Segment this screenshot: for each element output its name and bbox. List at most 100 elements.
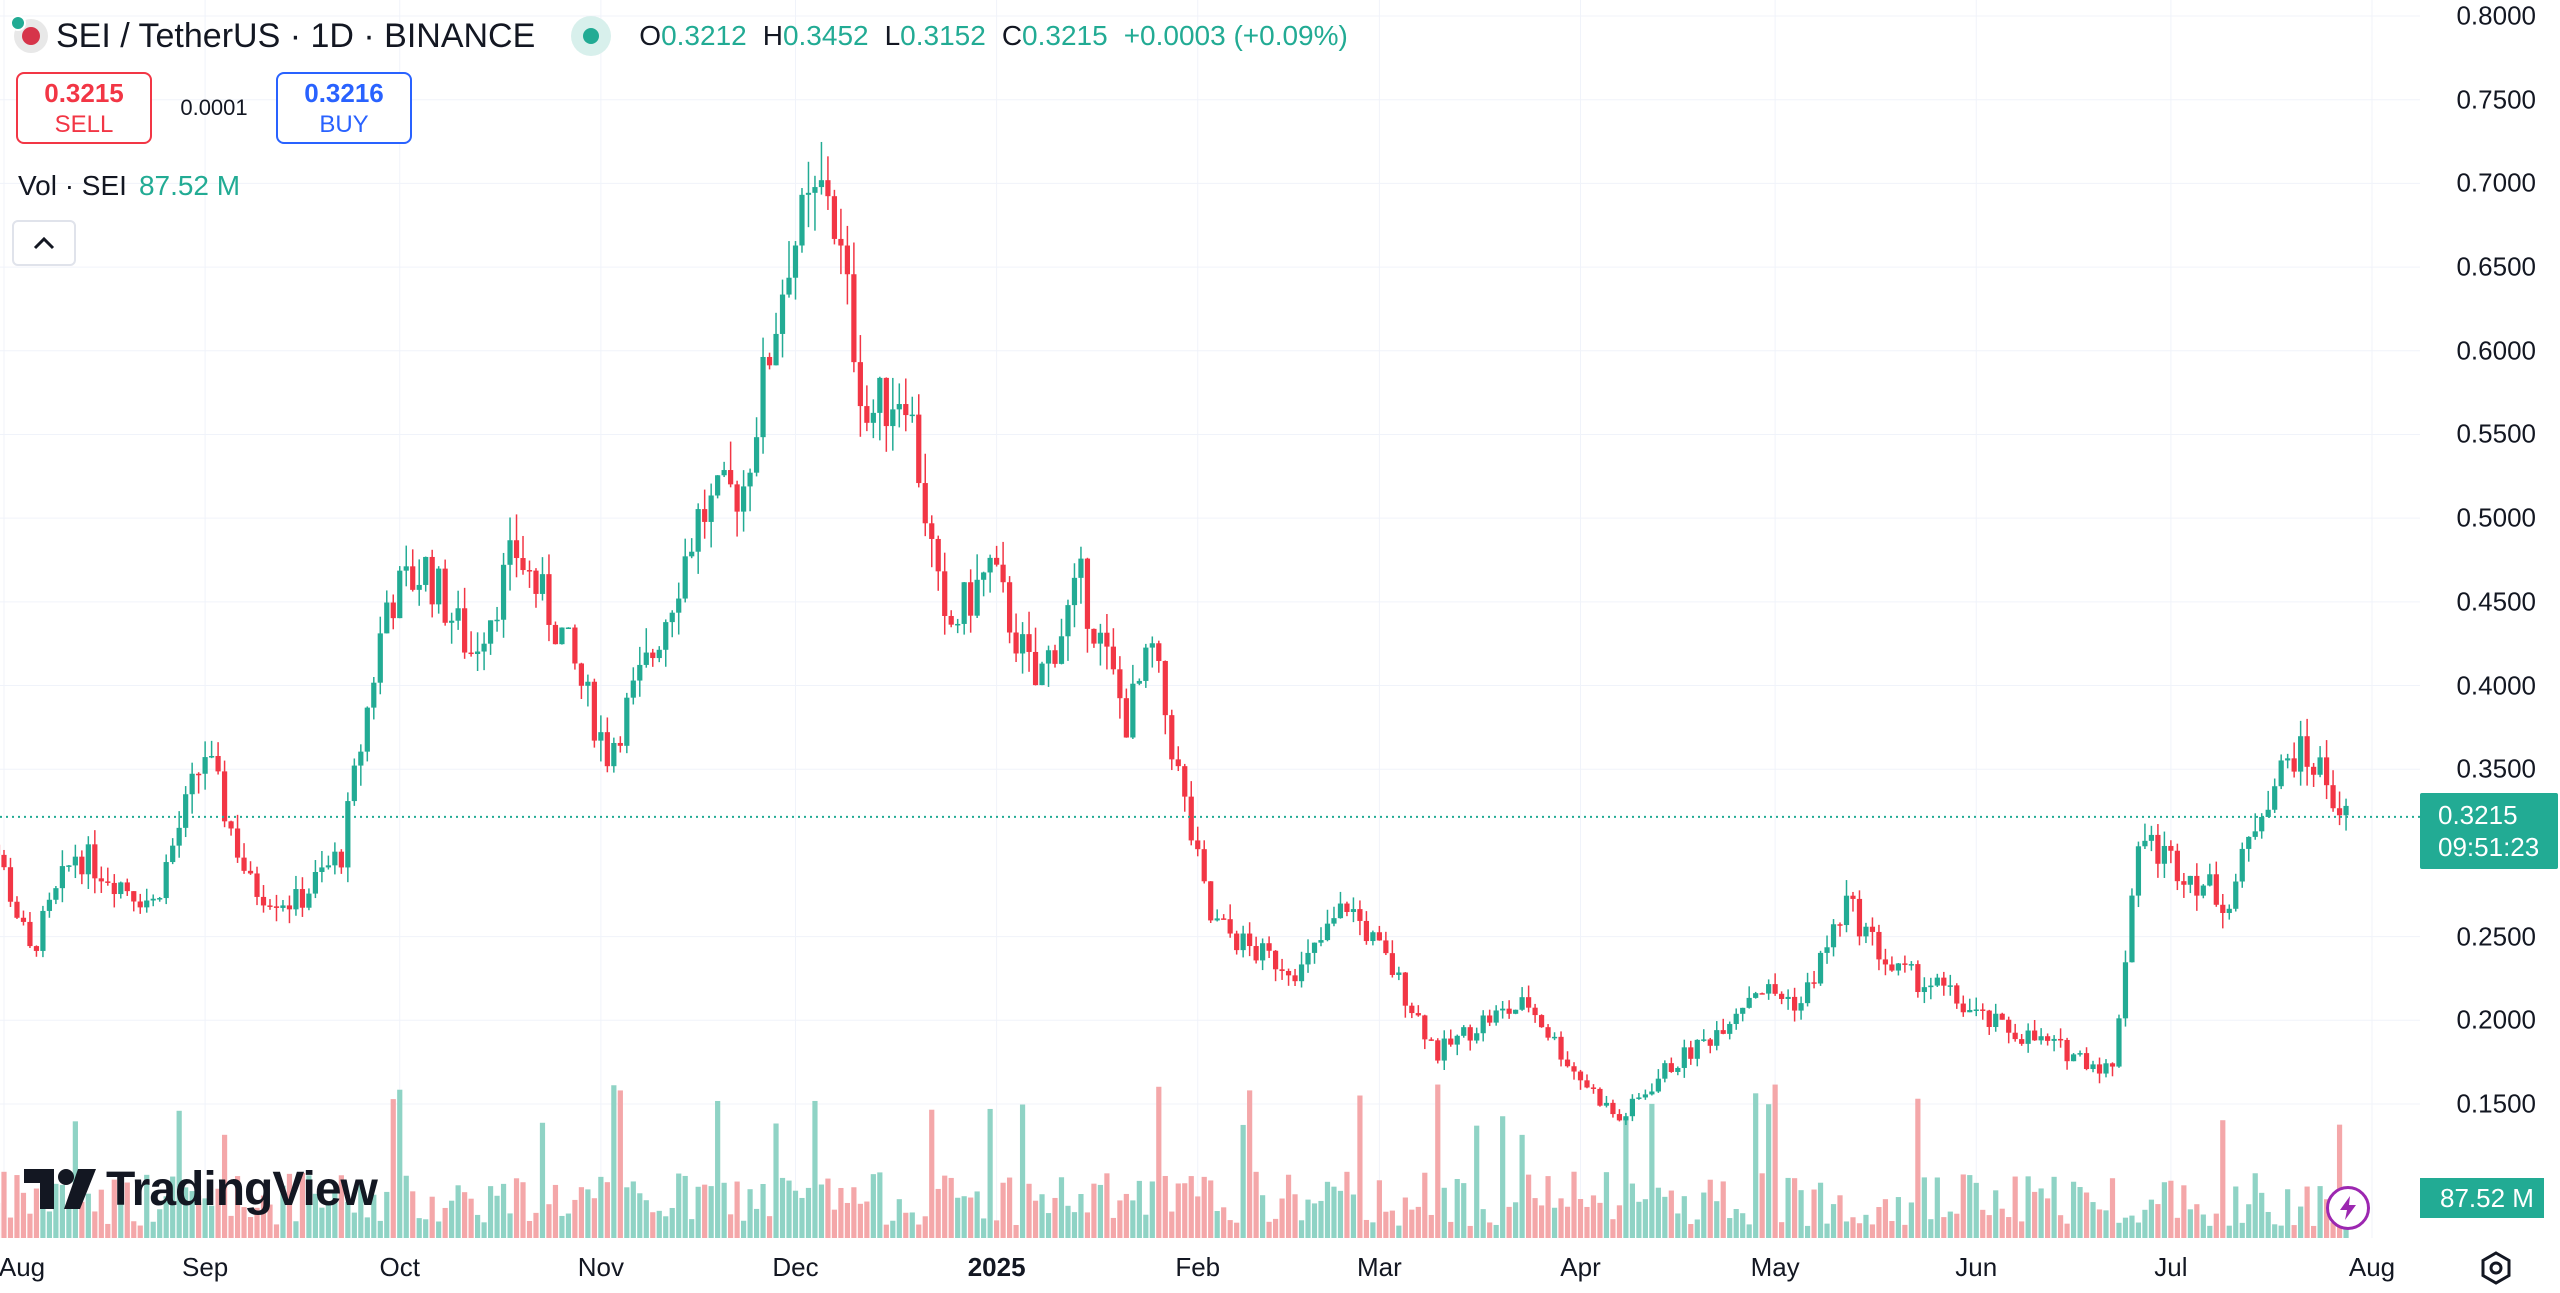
candle-body (1856, 898, 1863, 937)
buy-button[interactable]: 0.3216 BUY (276, 72, 412, 144)
volume-bar (721, 1182, 727, 1238)
candle-body (1551, 1036, 1558, 1039)
volume-bar (2278, 1225, 2284, 1238)
volume-bar (2135, 1222, 2142, 1238)
candle-body (384, 602, 390, 634)
volume-bar (293, 1221, 299, 1238)
volume-bar (46, 1211, 53, 1238)
volume-tag: 87.52 M (2420, 1178, 2544, 1218)
volume-bar (1779, 1222, 1785, 1238)
volume-bar (1240, 1124, 1246, 1238)
candle-body (157, 898, 163, 900)
candle-body (1636, 1097, 1642, 1099)
candle-body (539, 574, 546, 594)
volume-bar (1396, 1225, 1402, 1238)
time-tick-label: Apr (1560, 1252, 1601, 1282)
volume-bar (656, 1210, 662, 1238)
volume-bar (2096, 1209, 2103, 1238)
candle-body (247, 870, 254, 874)
collapse-legend-button[interactable] (12, 220, 76, 266)
volume-bar (215, 1188, 221, 1238)
price-tick-label: 0.8000 (2456, 0, 2536, 31)
volume-bar (1454, 1178, 1460, 1238)
candle-body (1461, 1027, 1467, 1036)
volume-bar (1467, 1225, 1473, 1238)
candle-body (1571, 1066, 1577, 1072)
candle-body (1110, 646, 1116, 670)
settings-gear-icon[interactable] (2478, 1250, 2514, 1291)
candle-body (494, 619, 500, 622)
volume-bar (786, 1180, 792, 1238)
candle-body (1526, 997, 1532, 1008)
volume-bar (280, 1185, 286, 1238)
time-tick-label: May (1750, 1252, 1800, 1282)
candle-body (728, 470, 734, 485)
candle-body (1921, 987, 1927, 993)
candle-body (2207, 874, 2213, 886)
candle-body (1201, 849, 1207, 882)
candle-body (883, 377, 889, 427)
volume-bar (740, 1220, 747, 1238)
volume-bar (2194, 1204, 2200, 1238)
volume-bar (1824, 1223, 1830, 1238)
volume-bar (2129, 1215, 2135, 1238)
candle-body (1616, 1114, 1623, 1121)
candle-body (922, 483, 928, 524)
candlesticks (0, 141, 2349, 1126)
candle-body (1130, 683, 1136, 738)
volume-bar (1156, 1086, 1162, 1238)
candle-body (818, 180, 825, 188)
volume-bar (2259, 1192, 2265, 1238)
candle-body (1162, 660, 1168, 716)
tradingview-logo[interactable]: TradingView (24, 1162, 378, 1217)
time-tick-label: Aug (2348, 1252, 2396, 1282)
candle-body (487, 620, 494, 644)
volume-bar (254, 1207, 260, 1238)
candle-body (1720, 1030, 1726, 1034)
volume-bar (1415, 1206, 1421, 1238)
candle-body (1337, 903, 1344, 919)
symbol-title[interactable]: SEI / TetherUS · 1D · BINANCE (56, 16, 536, 55)
volume-bar (2122, 1217, 2129, 1238)
candle-body (1071, 577, 1078, 606)
flash-icon[interactable] (2326, 1186, 2370, 1230)
volume-bar (669, 1207, 675, 1238)
candle-body (2252, 831, 2258, 837)
candle-body (390, 602, 396, 619)
sell-button[interactable]: 0.3215 SELL (16, 72, 152, 144)
volume-bar (2038, 1188, 2044, 1238)
volume-bar (209, 1205, 215, 1238)
volume-bar (1934, 1177, 1940, 1238)
volume-bar (1707, 1179, 1713, 1238)
volume-bar (2265, 1211, 2271, 1238)
volume-bar (1065, 1205, 1071, 1238)
market-status-icon[interactable] (571, 16, 612, 56)
volume-bar (903, 1212, 909, 1238)
candle-body (2323, 757, 2330, 786)
candle-body (1480, 1015, 1486, 1034)
candle-body (118, 882, 124, 895)
candle-body (2272, 786, 2278, 810)
candle-body (1590, 1087, 1597, 1089)
candle-body (747, 472, 753, 487)
candle-body (7, 867, 14, 902)
candle-body (1850, 895, 1856, 899)
volume-bar (1928, 1219, 1934, 1238)
candle-body (27, 921, 33, 947)
volume-bar (234, 1176, 241, 1238)
candle-body (1013, 632, 1019, 654)
candle-body (1363, 920, 1370, 942)
volume-legend[interactable]: Vol · SEI 87.52 M (18, 170, 240, 202)
candle-body (403, 566, 409, 571)
volume-bar (1143, 1214, 1149, 1238)
candle-body (740, 486, 747, 512)
candle-body (1052, 650, 1058, 664)
volume-bar (1960, 1174, 1966, 1238)
volume-bar (650, 1212, 656, 1238)
price-tick-label: 0.5000 (2456, 502, 2536, 533)
volume-bar (1571, 1171, 1577, 1238)
volume-bar (1383, 1211, 1389, 1238)
volume-bar (105, 1223, 111, 1238)
volume-bar (1318, 1200, 1324, 1238)
